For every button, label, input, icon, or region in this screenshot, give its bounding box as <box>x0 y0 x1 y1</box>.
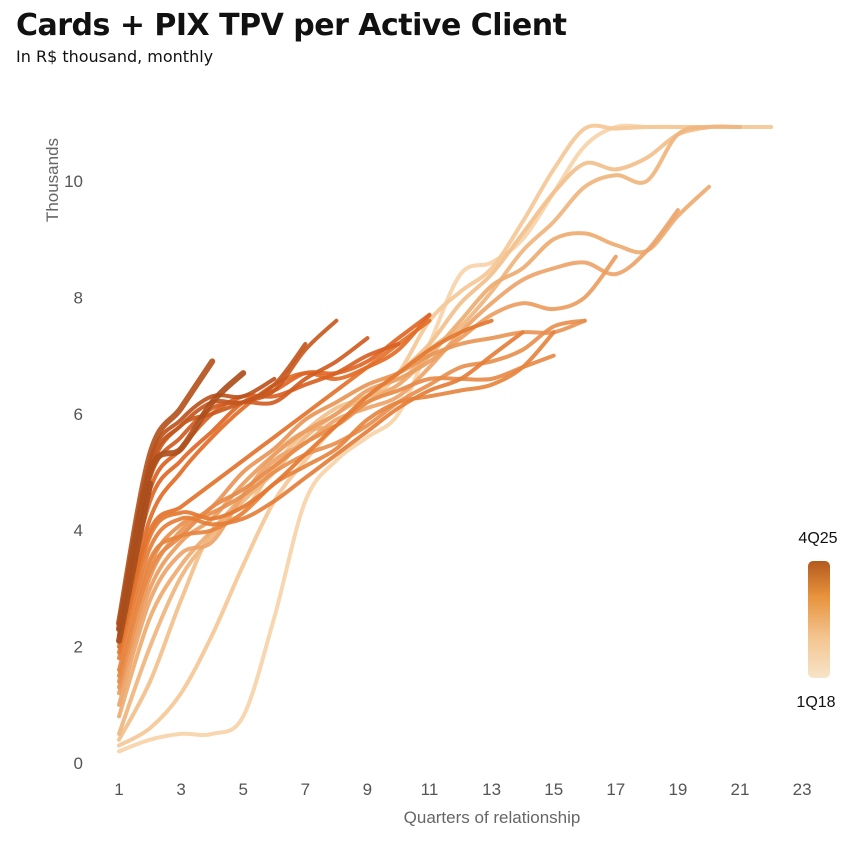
x-tick-label: 17 <box>606 780 625 799</box>
series-line <box>117 312 432 643</box>
series-line <box>117 318 494 655</box>
series-line <box>117 318 587 690</box>
legend-gradient-bar <box>808 561 830 678</box>
y-tick-label: 10 <box>64 172 83 191</box>
x-tick-label: 23 <box>793 780 812 799</box>
legend-bottom-label: 1Q18 <box>796 694 835 711</box>
y-axis-label: Thousands <box>43 138 62 222</box>
y-tick-label: 6 <box>74 405 83 424</box>
series-line <box>117 254 618 696</box>
x-tick-label: 13 <box>482 780 501 799</box>
x-tick-label: 5 <box>238 780 247 799</box>
series-line <box>117 123 774 748</box>
x-axis-label: Quarters of relationship <box>404 808 581 827</box>
x-tick-label: 1 <box>114 780 123 799</box>
x-tick-label: 7 <box>301 780 310 799</box>
y-tick-label: 8 <box>74 288 83 307</box>
series-line <box>117 330 525 661</box>
series-line <box>117 208 680 707</box>
x-tick-label: 9 <box>363 780 372 799</box>
legend-top-label: 4Q25 <box>798 530 837 547</box>
x-tick-label: 3 <box>176 780 185 799</box>
x-tick-label: 21 <box>731 780 750 799</box>
y-tick-label: 2 <box>74 638 83 657</box>
y-tick-label: 0 <box>74 754 83 773</box>
y-axis-ticks: 0 2 4 6 8 10 <box>64 172 83 773</box>
x-tick-label: 11 <box>421 780 439 799</box>
series-line <box>117 330 556 672</box>
x-axis-ticks: 1 3 5 7 9 11 13 15 17 19 21 23 <box>114 780 811 799</box>
y-tick-label: 4 <box>74 521 83 540</box>
series-line <box>116 480 154 644</box>
series-line <box>116 370 247 633</box>
x-tick-label: 19 <box>668 780 687 799</box>
chart-subtitle: In R$ thousand, monthly <box>16 47 214 66</box>
series-line <box>117 184 711 719</box>
series-lines <box>116 123 774 754</box>
x-tick-label: 15 <box>544 780 563 799</box>
color-legend: 4Q25 1Q18 <box>796 530 837 711</box>
chart-title: Cards + PIX TPV per Active Client <box>16 8 567 43</box>
